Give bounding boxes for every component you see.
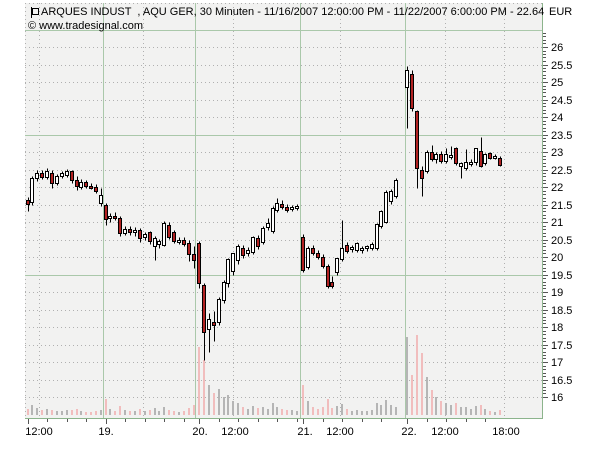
grid-layer (25, 3, 543, 418)
time-axis: 12:00 19. 20. 12:00 21. 12:00 22. 12:00 18:00 (25, 419, 520, 438)
svg-text:23.5: 23.5 (551, 130, 572, 142)
volume-layer (27, 335, 501, 415)
svg-text:24.5: 24.5 (551, 95, 572, 107)
svg-text:21.: 21. (297, 426, 312, 438)
svg-text:18: 18 (551, 322, 563, 334)
svg-text:26: 26 (551, 42, 563, 54)
svg-text:18:00: 18:00 (492, 426, 520, 438)
plot-frame (25, 3, 543, 419)
svg-text:21: 21 (551, 217, 563, 229)
svg-text:19.: 19. (98, 426, 113, 438)
price-axis: 26 25.5 25 24.5 24 23.5 23 22.5 22 21.5 21 20.5 20 19… (543, 33, 572, 404)
svg-text:24: 24 (551, 112, 563, 124)
svg-text:22.: 22. (401, 426, 416, 438)
chart-title: ARQUES INDUST , AQU GER, 30 Minuten - 11… (41, 6, 545, 18)
svg-text:23: 23 (551, 147, 563, 159)
svg-text:17.5: 17.5 (551, 340, 572, 352)
svg-text:16: 16 (551, 392, 563, 404)
svg-text:20: 20 (551, 252, 563, 264)
svg-text:21.5: 21.5 (551, 200, 572, 212)
svg-text:22.5: 22.5 (551, 165, 572, 177)
instrument-flag-icon (30, 7, 39, 18)
svg-text:20.5: 20.5 (551, 235, 572, 247)
currency-axis-label: EUR (549, 6, 573, 18)
svg-text:19: 19 (551, 287, 563, 299)
svg-text:16.5: 16.5 (551, 375, 572, 387)
svg-text:12:00: 12:00 (25, 426, 53, 438)
svg-text:25: 25 (551, 77, 563, 89)
candles-layer (26, 66, 502, 361)
svg-text:22: 22 (551, 182, 563, 194)
svg-text:19.5: 19.5 (551, 270, 572, 282)
copyright-label: © www.tradesignal.com (28, 20, 144, 32)
svg-text:18.5: 18.5 (551, 305, 572, 317)
svg-text:12:00: 12:00 (326, 426, 354, 438)
svg-text:20.: 20. (192, 426, 207, 438)
svg-text:12:00: 12:00 (221, 426, 249, 438)
svg-text:12:00: 12:00 (431, 426, 459, 438)
svg-text:25.5: 25.5 (551, 60, 572, 72)
svg-text:17: 17 (551, 357, 563, 369)
